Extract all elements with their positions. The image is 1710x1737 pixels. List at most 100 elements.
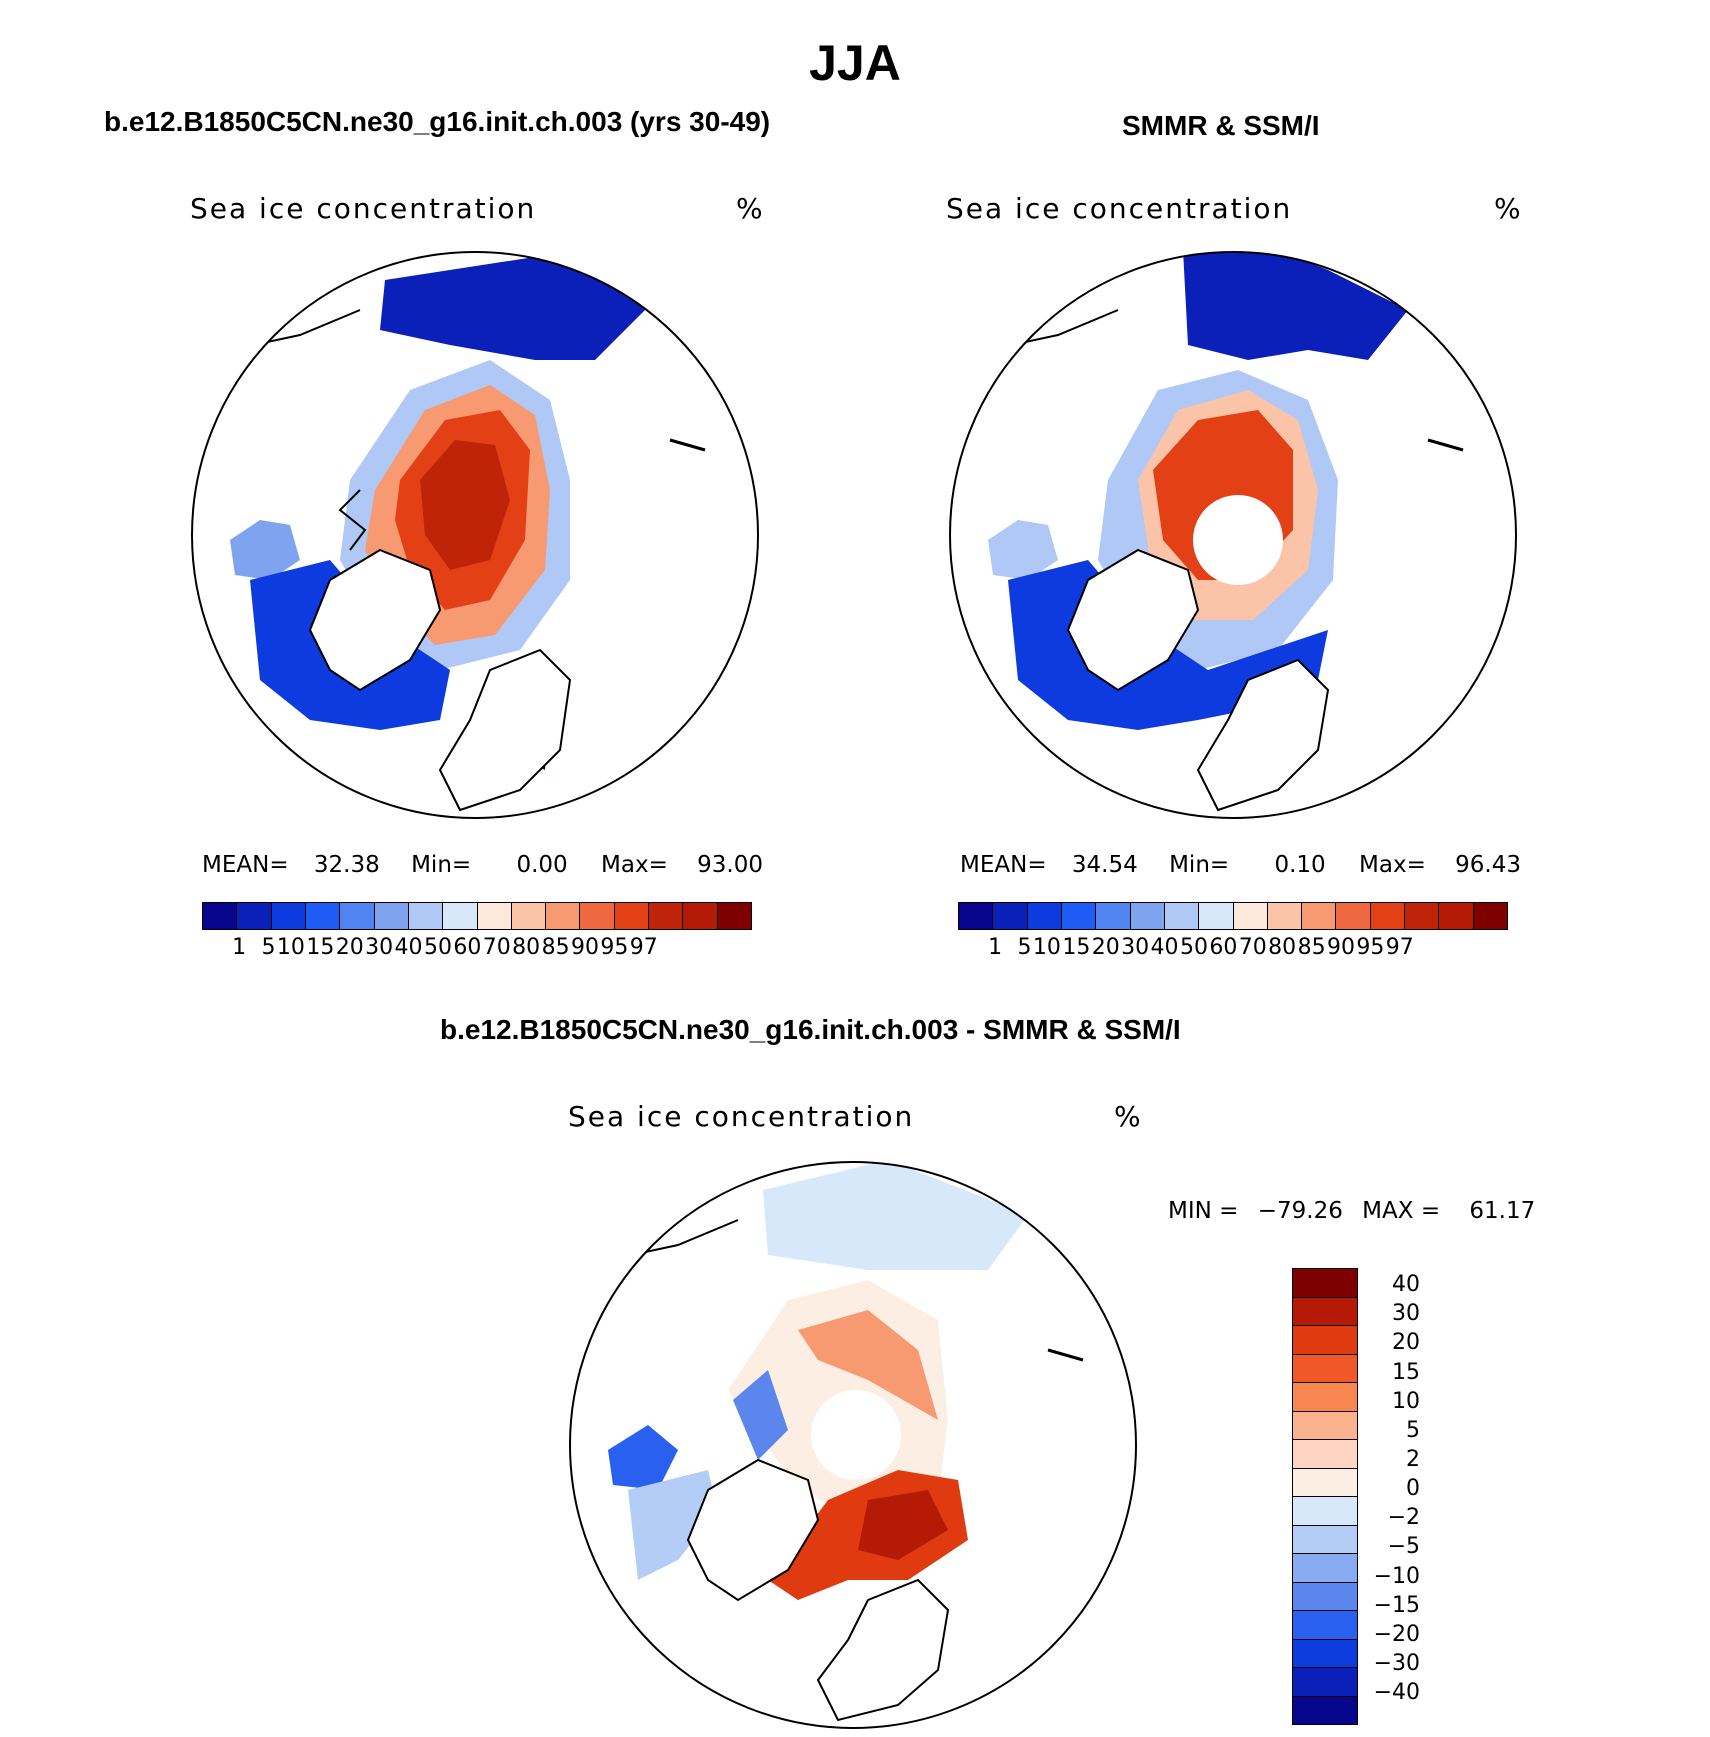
diff-colorbar-tick-label: −2 bbox=[1387, 1505, 1420, 1531]
model-colorbar-tick-label: 40 bbox=[394, 935, 423, 960]
obs-colorbar-swatch bbox=[1199, 903, 1234, 929]
obs-colorbar-swatch bbox=[1061, 903, 1097, 929]
model-min-label: Min= bbox=[411, 852, 472, 878]
model-colorbar-swatch bbox=[546, 903, 581, 929]
diff-min-label: MIN = bbox=[1168, 1198, 1239, 1224]
obs-colorbar-tick-label: 40 bbox=[1150, 935, 1179, 960]
obs-max-label: Max= bbox=[1359, 852, 1426, 878]
obs-colorbar-tick-label: 70 bbox=[1238, 935, 1267, 960]
model-field-label: Sea ice concentration bbox=[190, 192, 537, 225]
model-greenland-land bbox=[308, 548, 442, 692]
diff-unit-label: % bbox=[1114, 1100, 1143, 1133]
diff-field-label: Sea ice concentration bbox=[568, 1100, 915, 1133]
model-max-value: 93.00 bbox=[697, 852, 764, 878]
obs-min-value: 0.10 bbox=[1274, 852, 1326, 878]
model-colorbar-tick-label: 70 bbox=[482, 935, 511, 960]
obs-colorbar-tick-label: 1 bbox=[988, 935, 1003, 960]
obs-colorbar-tick-label: 30 bbox=[1121, 935, 1150, 960]
obs-colorbar-swatch bbox=[959, 903, 994, 929]
obs-max-value: 96.43 bbox=[1455, 852, 1522, 878]
model-stats: MEAN= 32.38 Min= 0.00 Max= 93.00 bbox=[202, 852, 763, 878]
diff-colorbar-swatch bbox=[1293, 1383, 1357, 1412]
diff-colorbar-swatch bbox=[1293, 1440, 1357, 1469]
diff-hudson-neg bbox=[608, 1425, 678, 1490]
diff-min-value: −79.26 bbox=[1257, 1198, 1343, 1224]
diff-colorbar-tick-label: 15 bbox=[1392, 1359, 1420, 1385]
diff-colorbar-swatch bbox=[1293, 1668, 1357, 1697]
model-arctic-center bbox=[420, 440, 510, 570]
model-colorbar-swatch bbox=[305, 903, 341, 929]
model-colorbar-tick-label: 5 bbox=[261, 935, 276, 960]
obs-colorbar-swatch bbox=[1473, 903, 1507, 929]
diff-colorbar-tick-label: −5 bbox=[1387, 1534, 1420, 1560]
diff-colorbar-swatch bbox=[1293, 1525, 1357, 1554]
diff-atlantic-neg bbox=[628, 1470, 718, 1580]
obs-colorbar-tick-label: 5 bbox=[1017, 935, 1032, 960]
obs-colorbar-tick-label: 95 bbox=[1356, 935, 1385, 960]
page-title: JJA bbox=[809, 35, 901, 91]
obs-greenland-land bbox=[1066, 548, 1200, 692]
obs-colorbar-swatch bbox=[1233, 903, 1268, 929]
model-min-value: 0.00 bbox=[516, 852, 568, 878]
model-polar-map bbox=[191, 251, 759, 819]
model-colorbar-swatch bbox=[443, 903, 478, 929]
obs-colorbar-tick-label: 97 bbox=[1385, 935, 1414, 960]
obs-scandinavia-land bbox=[1196, 658, 1330, 812]
model-colorbar-tick-label: 90 bbox=[570, 935, 599, 960]
obs-pole-hole bbox=[1193, 495, 1283, 585]
diff-polar-map bbox=[569, 1161, 1137, 1729]
obs-colorbar-tick-label: 60 bbox=[1209, 935, 1238, 960]
obs-colorbar-tick-label: 10 bbox=[1032, 935, 1061, 960]
model-colorbar-tick-label: 1 bbox=[232, 935, 247, 960]
diff-scandinavia-land bbox=[816, 1578, 950, 1722]
obs-polar-map bbox=[949, 251, 1517, 819]
model-colorbar-swatch bbox=[511, 903, 547, 929]
obs-colorbar-tick-label: 20 bbox=[1091, 935, 1120, 960]
model-colorbar-tick-label: 95 bbox=[600, 935, 629, 960]
obs-panel-title: SMMR & SSM/I bbox=[1122, 110, 1320, 141]
model-colorbar-swatch bbox=[237, 903, 272, 929]
obs-colorbar-swatch bbox=[993, 903, 1028, 929]
diff-colorbar-swatch bbox=[1293, 1354, 1357, 1383]
diff-barents-core bbox=[858, 1490, 948, 1560]
model-colorbar-tick-label: 10 bbox=[276, 935, 305, 960]
diff-colorbar-swatch bbox=[1293, 1639, 1357, 1668]
diff-colorbar-swatch bbox=[1293, 1611, 1357, 1640]
model-colorbar-tick-label: 85 bbox=[541, 935, 570, 960]
diff-colorbar-swatch bbox=[1293, 1468, 1357, 1497]
obs-colorbar-swatch bbox=[1130, 903, 1165, 929]
model-colorbar-swatch bbox=[580, 903, 615, 929]
model-hudson-ice bbox=[230, 520, 300, 580]
diff-colorbar-tick-label: −30 bbox=[1373, 1650, 1420, 1676]
diff-colorbar-tick-label: 20 bbox=[1392, 1330, 1420, 1356]
model-mean-value: 32.38 bbox=[313, 852, 380, 878]
diff-colorbar-swatch bbox=[1293, 1269, 1357, 1298]
obs-field-label: Sea ice concentration bbox=[946, 192, 1293, 225]
diff-colorbar-tick-label: 10 bbox=[1392, 1388, 1420, 1414]
diff-colorbar-tick-label: −15 bbox=[1373, 1592, 1420, 1618]
obs-colorbar-tick-label: 50 bbox=[1179, 935, 1208, 960]
diff-colorbar-swatch bbox=[1293, 1582, 1357, 1611]
model-colorbar-swatch bbox=[649, 903, 684, 929]
obs-colorbar-swatch bbox=[1267, 903, 1303, 929]
model-colorbar-swatch bbox=[408, 903, 444, 929]
diff-colorbar-swatch bbox=[1293, 1297, 1357, 1326]
obs-unit-label: % bbox=[1494, 192, 1523, 225]
diff-colorbar-swatch bbox=[1293, 1411, 1357, 1440]
obs-colorbar-tick-label: 80 bbox=[1268, 935, 1297, 960]
diff-colorbar-tick-label: 2 bbox=[1406, 1446, 1420, 1472]
model-colorbar bbox=[202, 902, 752, 930]
obs-colorbar-swatch bbox=[1439, 903, 1474, 929]
model-colorbar-tick-label: 97 bbox=[629, 935, 658, 960]
obs-colorbar-tick-label: 85 bbox=[1297, 935, 1326, 960]
diff-colorbar-tick-label: −40 bbox=[1373, 1680, 1420, 1706]
model-colorbar-tick-label: 50 bbox=[423, 935, 452, 960]
model-mean-label: MEAN= bbox=[202, 852, 289, 878]
obs-colorbar-tick-label: 90 bbox=[1326, 935, 1355, 960]
model-colorbar-swatch bbox=[614, 903, 650, 929]
diff-colorbar-tick-label: 0 bbox=[1406, 1476, 1420, 1502]
model-colorbar-tick-label: 15 bbox=[306, 935, 335, 960]
diff-colorbar bbox=[1292, 1268, 1358, 1725]
diff-pacific-near-zero bbox=[763, 1162, 1028, 1270]
model-colorbar-swatch bbox=[477, 903, 512, 929]
